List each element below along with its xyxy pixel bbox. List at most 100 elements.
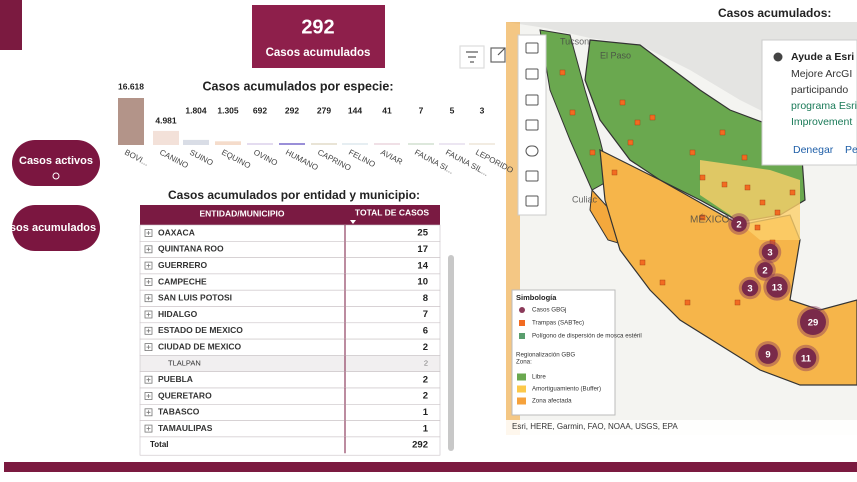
toolbar-button[interactable] — [525, 195, 539, 207]
place-label: Culiac — [572, 194, 598, 204]
trap-marker — [619, 99, 626, 106]
expand-icon[interactable] — [144, 424, 153, 433]
expand-plus — [146, 312, 151, 317]
expand-icon[interactable] — [144, 343, 153, 352]
popup-action[interactable]: Denegar — [793, 144, 834, 156]
expand-plus — [146, 279, 151, 284]
toolbar-button[interactable] — [525, 42, 539, 54]
expand-icon[interactable] — [144, 277, 153, 286]
legend-symbol — [519, 307, 525, 313]
legend-subsection: Zona: — [516, 359, 532, 366]
place-label: MÉXICO — [690, 213, 730, 226]
value-label: 7 — [419, 105, 424, 115]
column-header: ENTIDAD/MUNICIPIO — [200, 208, 285, 218]
case-cluster-core — [766, 276, 788, 298]
legend-symbol — [517, 397, 526, 405]
cluster-label: 2 — [762, 266, 767, 277]
expand-icon[interactable] — [144, 375, 153, 384]
popup-action[interactable]: Pe — [845, 144, 857, 156]
map-attribution: Esri, HERE, Garmin, FAO, NOAA, USGS, EPA — [512, 422, 678, 431]
toolbar-button[interactable] — [525, 68, 539, 80]
expand-icon[interactable] — [144, 261, 153, 270]
value-label: 279 — [317, 105, 331, 115]
row-total: 6 — [423, 325, 428, 336]
toolbar-button[interactable] — [525, 145, 539, 157]
bar — [118, 98, 144, 145]
legend-zone: Amortiguamiento (Buffer) — [532, 386, 601, 393]
toolbar-button[interactable] — [525, 170, 539, 182]
case-cluster-core — [795, 347, 817, 369]
legend-section: Regionalización GBG — [516, 352, 575, 359]
popup-text: Mejore ArcGI — [791, 68, 852, 80]
value-label: 692 — [253, 105, 267, 115]
legend-title: Simbología — [516, 293, 557, 302]
trap-marker — [719, 129, 726, 136]
value-label: 3 — [480, 105, 485, 115]
value-label: 16.618 — [118, 81, 144, 91]
kpi-label: Casos acumulados — [266, 47, 371, 59]
cluster-label: 29 — [808, 318, 819, 329]
trap-marker — [684, 299, 691, 306]
table-title: Casos acumulados por entidad y municipio… — [168, 188, 420, 202]
place-label: El Paso — [600, 50, 631, 60]
total-value: 292 — [412, 440, 428, 451]
popup-title: Ayude a Esri — [791, 51, 854, 63]
category-label: HUMANO — [284, 148, 320, 173]
cluster-label: 11 — [801, 354, 812, 365]
bar-base — [374, 143, 400, 145]
row-total: 17 — [417, 244, 428, 255]
bar-base — [469, 143, 495, 145]
row-total: 10 — [417, 277, 428, 288]
popup-link: Improvement — [791, 116, 852, 128]
button-cumulative[interactable]: Casos acumulados — [0, 205, 100, 251]
expand-icon[interactable] — [144, 245, 153, 254]
button-active[interactable]: Casos activos — [12, 140, 100, 186]
value-label: 41 — [382, 105, 392, 115]
bar-base — [215, 143, 241, 145]
row-total: 2 — [423, 342, 428, 353]
expand-icon[interactable] — [144, 229, 153, 237]
expand-icon[interactable] — [144, 310, 153, 319]
trap-marker — [699, 214, 706, 221]
bar — [183, 139, 209, 145]
button-label[interactable]: Casos activos — [19, 155, 93, 167]
expand-icon[interactable] — [490, 47, 506, 63]
case-cluster-core — [741, 279, 759, 297]
toolbar-button[interactable] — [525, 94, 539, 106]
trap-marker — [741, 154, 748, 161]
map-toolbar[interactable] — [517, 34, 547, 216]
value-label: 1.305 — [217, 105, 239, 115]
expand-icon[interactable] — [144, 392, 153, 400]
row-total: 2 — [423, 391, 428, 402]
scrollbar[interactable] — [448, 255, 454, 451]
value-label: 4.981 — [155, 115, 177, 125]
button-label[interactable]: Casos acumulados — [0, 222, 96, 234]
popup-link: programa Esri — [791, 100, 857, 112]
trap-marker — [754, 224, 761, 231]
toolbar-button[interactable] — [525, 119, 539, 131]
expand-icon[interactable] — [144, 326, 153, 335]
expand-plus — [146, 231, 151, 235]
expand-plus — [146, 345, 151, 350]
case-cluster-core — [799, 308, 827, 336]
trap-marker — [721, 181, 728, 188]
kpi-value: 292 — [301, 16, 334, 38]
state-name: OAXACA — [158, 227, 195, 237]
expand-icon[interactable] — [144, 294, 153, 303]
state-name: SAN LUIS POTOSI — [158, 293, 232, 303]
row-total: 1 — [423, 407, 429, 418]
state-name: QUINTANA ROO — [158, 244, 224, 254]
filter-icon[interactable] — [459, 45, 485, 69]
trap-marker — [699, 174, 706, 181]
state-name: PUEBLA — [158, 374, 193, 384]
trap-marker — [634, 119, 641, 126]
expand-plus — [146, 410, 151, 415]
sort-icon — [350, 220, 356, 224]
trap-marker — [627, 139, 634, 146]
trap-marker — [649, 114, 656, 121]
expand-icon[interactable] — [144, 408, 153, 417]
column-header: TOTAL DE CASOS — [355, 207, 429, 217]
expand-plus — [146, 426, 151, 431]
